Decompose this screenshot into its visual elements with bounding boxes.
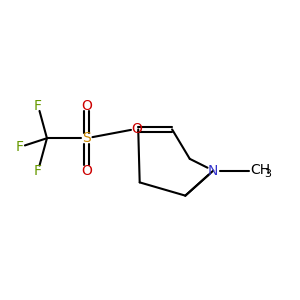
Text: CH: CH: [250, 163, 270, 177]
Text: N: N: [208, 164, 218, 178]
Text: F: F: [34, 99, 42, 113]
Text: 3: 3: [264, 169, 271, 178]
Text: O: O: [81, 99, 92, 113]
Text: O: O: [131, 122, 142, 136]
Text: S: S: [82, 131, 91, 145]
Text: F: F: [16, 140, 24, 154]
Text: F: F: [34, 164, 42, 178]
Text: O: O: [81, 164, 92, 178]
